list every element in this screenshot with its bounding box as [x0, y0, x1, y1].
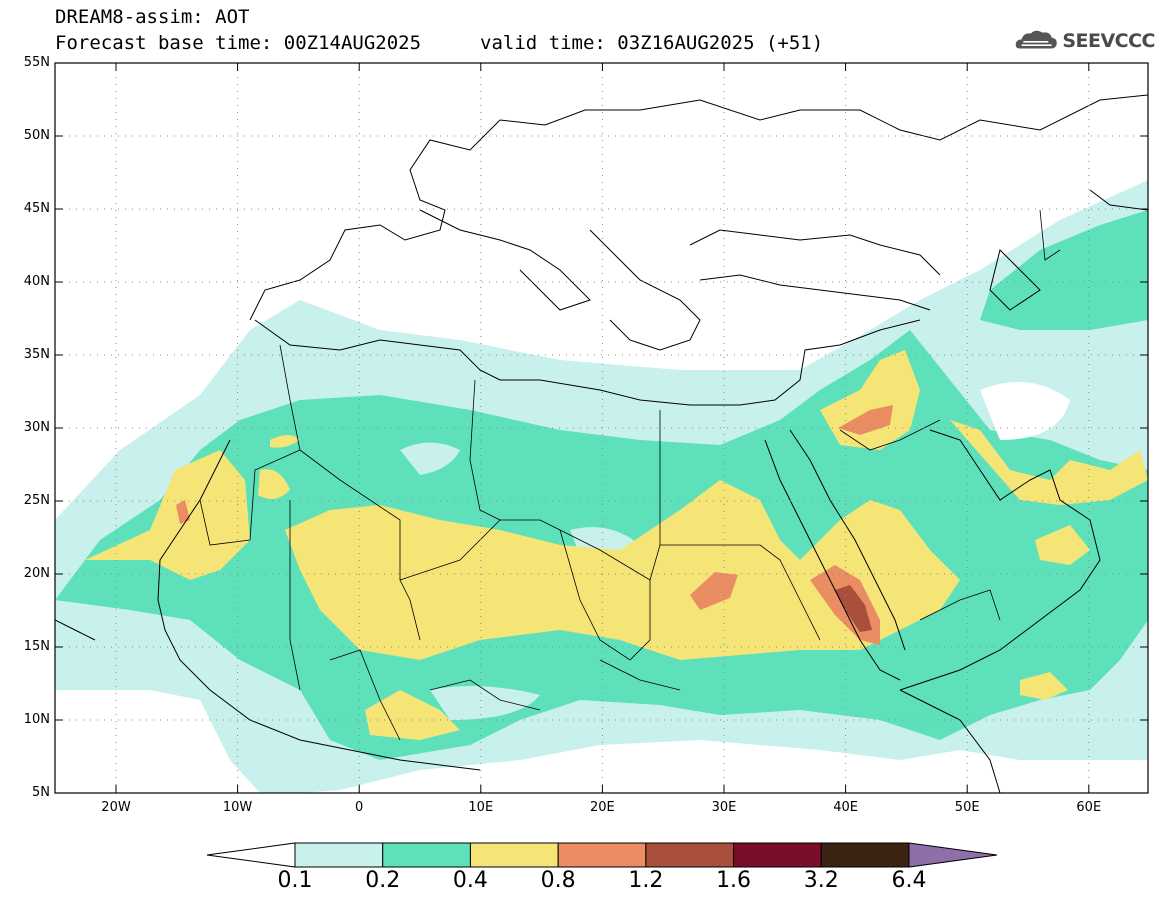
aot-level-0.4-gulf — [950, 420, 1148, 505]
colorbar-label: 0.1 — [277, 868, 313, 893]
lat-label: 55N — [23, 55, 50, 70]
lat-label: 50N — [23, 128, 50, 143]
coastlines — [55, 94, 1148, 793]
colorbar-box — [733, 842, 822, 868]
lon-label: 20W — [101, 800, 131, 815]
valid-time: valid time: 03Z16AUG2025 (+51) — [480, 32, 824, 54]
aot-level-0.4-sahel — [285, 480, 960, 660]
map-title: DREAM8-assim: AOT — [55, 6, 250, 28]
lat-label: 25N — [23, 493, 50, 508]
colorbar-box — [645, 842, 735, 868]
colorbar-high-triangle — [908, 842, 998, 868]
aot-level-0.4-yemen — [1020, 672, 1068, 700]
cloud-icon — [1015, 30, 1057, 49]
colorbar-box — [294, 842, 384, 868]
colorbar-box — [820, 842, 910, 868]
colorbar-box — [382, 842, 471, 868]
colorbar-box — [469, 842, 559, 868]
forecast-base-time: Forecast base time: 00Z14AUG2025 — [55, 32, 422, 54]
lat-label: 30N — [23, 420, 50, 435]
lat-label: 20N — [23, 566, 50, 581]
colorbar-label: 3.2 — [803, 868, 839, 893]
lon-label: 50E — [954, 800, 980, 815]
colorbar-label: 0.4 — [452, 868, 488, 893]
aot-level-0.4-nigeria — [365, 690, 460, 740]
lat-label: 10N — [23, 712, 50, 727]
lat-label: 15N — [23, 639, 50, 654]
colorbar-label: 1.6 — [716, 868, 752, 893]
lon-label: 40E — [833, 800, 858, 815]
aot-level-0.8-saudi — [838, 405, 893, 435]
lon-label: 0 — [355, 800, 364, 815]
lon-label: 10E — [468, 800, 494, 815]
lon-label: 30E — [711, 800, 737, 815]
colorbar-box — [557, 842, 647, 868]
colorbar-low-triangle — [206, 842, 296, 868]
lat-label: 5N — [32, 785, 50, 800]
colorbar-label: 0.8 — [540, 868, 576, 893]
lat-label: 45N — [23, 201, 50, 216]
colorbar-label: 0.2 — [365, 868, 401, 893]
colorbar-label: 1.2 — [628, 868, 664, 893]
aot-level-0.8-sudan — [690, 572, 738, 610]
aot-level-1.2-redsea — [835, 585, 872, 632]
aot-level-0.8-ws — [176, 500, 190, 524]
logo-text: SEEVCCC — [1062, 30, 1155, 52]
axis-ticks — [55, 62, 1148, 794]
aot-level-0.2-caspian — [980, 210, 1148, 330]
colorbar-label: 6.4 — [891, 868, 927, 893]
graticule — [55, 63, 1148, 793]
lon-label: 10W — [222, 800, 253, 815]
aot-level-0.4-oman — [1035, 525, 1090, 565]
seevccc-logo: SEEVCCC — [1015, 24, 1155, 58]
country-borders — [199, 209, 1061, 741]
lat-label: 40N — [23, 274, 50, 289]
lat-label: 35N — [23, 347, 50, 362]
lon-label: 20E — [590, 800, 615, 815]
lon-label: 60E — [1076, 800, 1102, 815]
